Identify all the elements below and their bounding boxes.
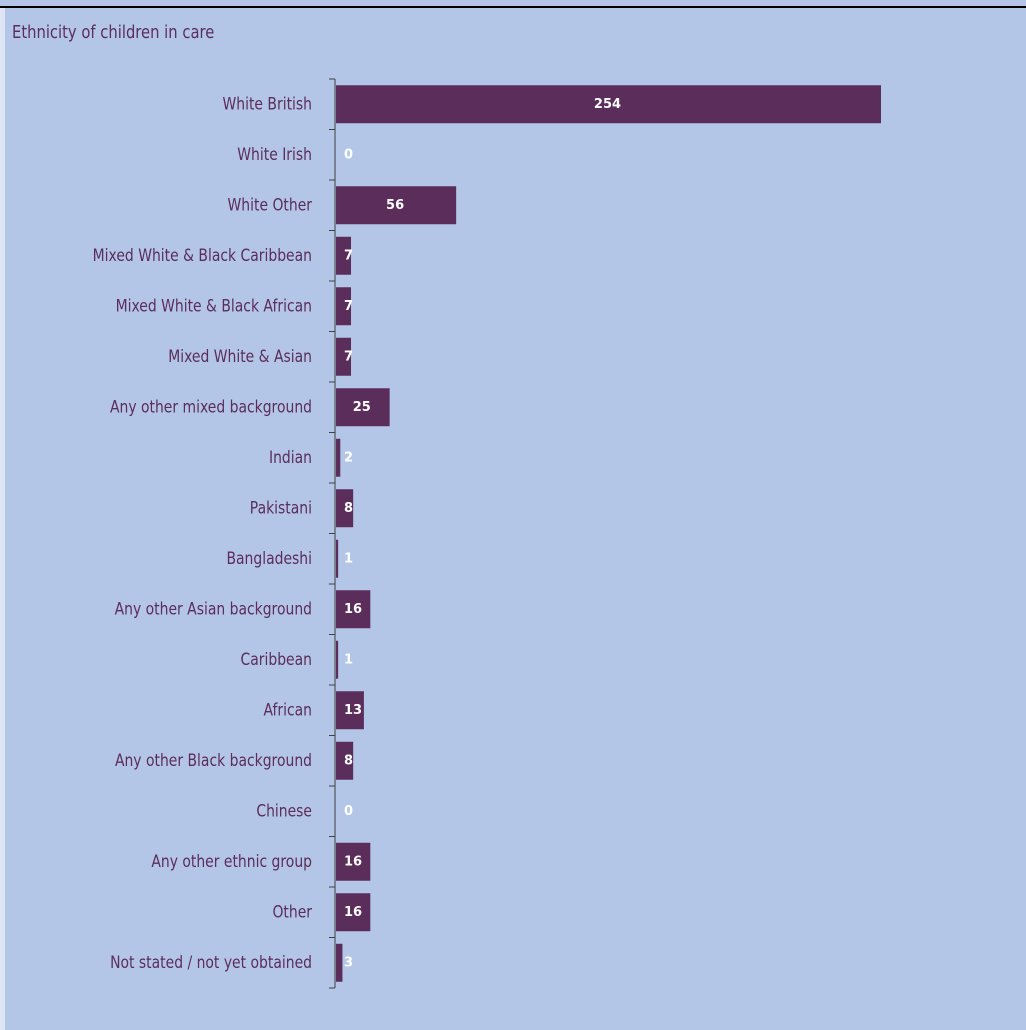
bar <box>336 438 341 477</box>
value-label: 1 <box>344 551 353 566</box>
category-label: Not stated / not yet obtained <box>110 953 312 973</box>
bar <box>336 691 364 730</box>
category-label: White Other <box>228 195 313 215</box>
bar <box>336 842 371 881</box>
bar <box>336 236 352 275</box>
bar <box>336 539 339 578</box>
category-label: Any other Black background <box>115 751 312 771</box>
category-label: Indian <box>269 448 312 468</box>
value-label: 2 <box>344 450 353 465</box>
bar <box>336 741 354 780</box>
category-labels: White British White Irish White Other Mixed… <box>93 94 313 972</box>
value-label: 7 <box>344 299 353 314</box>
value-label: 13 <box>344 703 362 718</box>
bar <box>336 489 354 528</box>
value-label: 56 <box>386 198 404 213</box>
category-label: Mixed White & Black African <box>116 296 312 316</box>
value-label: 8 <box>344 753 353 768</box>
category-label: Caribbean <box>241 650 312 670</box>
category-label: Any other Asian background <box>115 599 312 619</box>
value-label: 3 <box>344 955 353 970</box>
category-label: Other <box>272 902 312 922</box>
value-label: 7 <box>344 349 353 364</box>
category-label: African <box>263 700 312 720</box>
category-label: Pakistani <box>250 498 312 518</box>
value-label: 16 <box>344 602 362 617</box>
bar <box>336 186 457 225</box>
chart-title: Ethnicity of children in care <box>12 22 215 43</box>
value-label: 0 <box>344 804 353 819</box>
top-rule <box>0 6 1026 8</box>
value-label: 7 <box>344 248 353 263</box>
category-label: Chinese <box>256 801 312 821</box>
category-label: Any other mixed background <box>110 397 312 417</box>
category-label: Bangladeshi <box>226 549 312 569</box>
value-label: 25 <box>353 400 371 415</box>
category-label: Mixed White & Black Caribbean <box>93 246 312 266</box>
bar <box>336 640 339 679</box>
value-label: 16 <box>344 905 362 920</box>
category-label: White Irish <box>237 145 312 165</box>
bars-group <box>336 85 881 982</box>
left-border-strip <box>0 8 5 1030</box>
value-label: 1 <box>344 652 353 667</box>
value-labels: 254 0 56 7 7 7 25 2 8 1 16 1 13 8 0 16 16 3 <box>344 97 621 971</box>
category-label: White British <box>223 94 312 114</box>
value-label: 254 <box>594 97 621 112</box>
category-label: Any other ethnic group <box>151 852 312 872</box>
bar <box>336 337 352 376</box>
value-label: 8 <box>344 501 353 516</box>
bar <box>336 85 881 124</box>
category-axis <box>329 78 336 989</box>
value-label: 16 <box>344 854 362 869</box>
bar <box>336 388 390 427</box>
bar <box>336 287 352 326</box>
category-label: Mixed White & Asian <box>168 347 312 367</box>
bar <box>336 893 371 932</box>
bar <box>336 590 371 629</box>
bar <box>336 943 343 982</box>
value-label: 0 <box>344 147 353 162</box>
